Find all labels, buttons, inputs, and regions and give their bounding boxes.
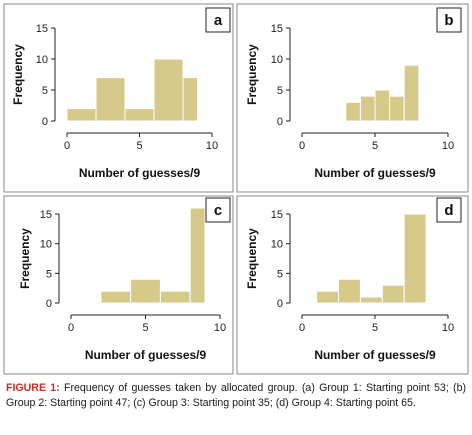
panel-frame xyxy=(236,195,469,375)
x-tick-label: 5 xyxy=(142,322,148,334)
panel-frame xyxy=(3,3,234,193)
x-tick-label: 0 xyxy=(299,322,305,334)
x-axis-title: Number of guesses/9 xyxy=(85,348,207,362)
y-axis-title: Frequency xyxy=(11,44,25,105)
panel-label: a xyxy=(214,12,223,29)
panel-label-box xyxy=(436,7,462,33)
y-axis-title: Frequency xyxy=(245,44,259,105)
histogram-bar xyxy=(316,290,340,304)
histogram-bar xyxy=(130,278,161,304)
y-tick-label: 5 xyxy=(46,268,52,280)
panel-label-box xyxy=(205,197,231,223)
y-tick-label: 0 xyxy=(277,116,283,128)
y-tick-label: 10 xyxy=(36,54,48,66)
y-axis-title: Frequency xyxy=(18,228,32,289)
x-tick-label: 0 xyxy=(68,322,74,334)
y-tick-label: 15 xyxy=(40,209,52,221)
panel-frame xyxy=(3,195,234,375)
histogram-bar xyxy=(381,284,405,304)
histogram-bar xyxy=(100,290,132,304)
panel-label-box xyxy=(205,7,231,33)
chart-panel-d: 0 5 10 15 0 5 10 Number of guesses/9 Frequency d xyxy=(236,195,469,375)
y-tick-label: 10 xyxy=(271,54,283,66)
x-tick-label: 0 xyxy=(299,140,305,152)
y-tick-label: 15 xyxy=(271,23,283,35)
histogram-bar xyxy=(345,101,361,122)
panel-label: c xyxy=(214,202,222,219)
y-tick-label: 5 xyxy=(277,85,283,97)
panel-label: d xyxy=(444,202,453,219)
y-tick-label: 5 xyxy=(277,268,283,280)
y-axis-title: Frequency xyxy=(245,228,259,289)
chart-panel-a: 0 5 10 15 0 5 10 Number of guesses/9 Frequency a xyxy=(3,3,234,193)
histogram-bar xyxy=(359,296,383,304)
histogram-bar xyxy=(95,77,126,122)
histogram-bar xyxy=(403,213,427,304)
panel-frame xyxy=(236,3,469,193)
histogram-bar xyxy=(374,89,391,122)
x-tick-label: 5 xyxy=(372,140,378,152)
x-tick-label: 10 xyxy=(442,140,454,152)
histogram-bar xyxy=(359,95,376,122)
y-tick-label: 15 xyxy=(36,23,48,35)
y-tick-label: 10 xyxy=(40,239,52,251)
histogram-bar xyxy=(159,290,191,304)
caption-label: FIGURE 1: xyxy=(6,382,60,394)
histogram-bar xyxy=(338,278,361,304)
panel-label-box xyxy=(436,197,462,223)
x-axis-title: Number of guesses/9 xyxy=(314,166,436,180)
panel-label: b xyxy=(444,12,453,29)
x-tick-label: 10 xyxy=(214,322,226,334)
figure-caption: FIGURE 1: Frequency of guesses taken by … xyxy=(6,381,466,411)
histogram-bar xyxy=(189,207,206,304)
x-tick-label: 10 xyxy=(442,322,454,334)
y-tick-label: 0 xyxy=(42,116,48,128)
y-tick-label: 0 xyxy=(277,298,283,310)
histogram-bar xyxy=(153,58,184,122)
histogram-bar xyxy=(389,95,405,122)
y-tick-label: 15 xyxy=(271,209,283,221)
x-tick-label: 5 xyxy=(372,322,378,334)
x-tick-label: 5 xyxy=(136,140,142,152)
x-axis-title: Number of guesses/9 xyxy=(79,166,201,180)
caption-text: Frequency of guesses taken by allocated … xyxy=(6,382,466,409)
x-tick-label: 0 xyxy=(64,140,70,152)
x-tick-label: 10 xyxy=(206,140,218,152)
histogram-bar xyxy=(403,64,420,122)
histogram-bar xyxy=(182,77,198,122)
chart-panel-b: 0 5 10 15 0 5 10 Number of guesses/9 Frequency b xyxy=(236,3,469,193)
y-tick-label: 0 xyxy=(46,298,52,310)
x-axis-title: Number of guesses/9 xyxy=(314,348,436,362)
histogram-bar xyxy=(66,108,97,122)
y-tick-label: 10 xyxy=(271,239,283,251)
chart-panel-c: 0 5 10 15 0 5 10 Number of guesses/9 Frequency c xyxy=(3,195,234,375)
y-tick-label: 5 xyxy=(42,85,48,97)
histogram-bar xyxy=(124,108,155,122)
